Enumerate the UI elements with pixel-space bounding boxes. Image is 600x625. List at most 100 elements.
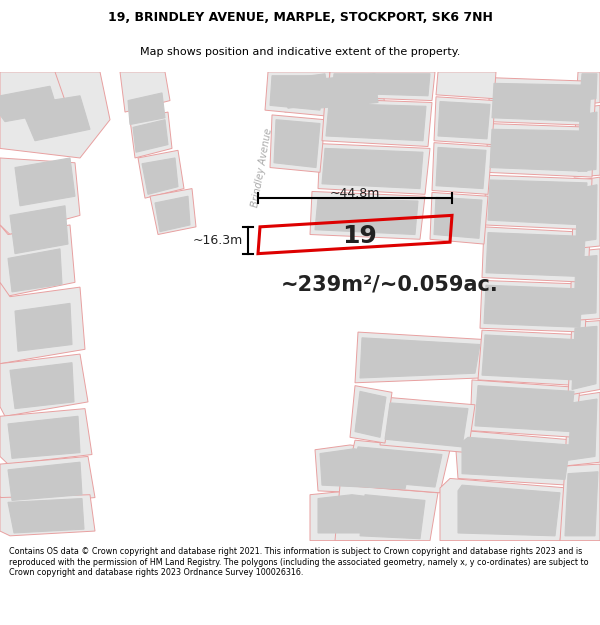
Polygon shape xyxy=(568,321,600,395)
Polygon shape xyxy=(265,72,330,116)
Polygon shape xyxy=(320,449,412,489)
Polygon shape xyxy=(440,479,568,541)
Polygon shape xyxy=(455,431,575,485)
Polygon shape xyxy=(345,440,450,493)
Polygon shape xyxy=(155,196,190,232)
Polygon shape xyxy=(322,99,432,146)
Polygon shape xyxy=(120,72,170,112)
Text: Brindley Avenue: Brindley Avenue xyxy=(250,127,274,208)
Polygon shape xyxy=(0,409,92,464)
Polygon shape xyxy=(270,115,325,172)
Polygon shape xyxy=(478,330,585,386)
Polygon shape xyxy=(568,399,597,460)
Polygon shape xyxy=(434,198,482,238)
Polygon shape xyxy=(430,192,488,244)
Polygon shape xyxy=(355,391,386,438)
Polygon shape xyxy=(328,72,435,101)
Text: ~44.8m: ~44.8m xyxy=(330,187,380,199)
Polygon shape xyxy=(578,112,597,171)
Polygon shape xyxy=(486,124,594,177)
Polygon shape xyxy=(574,256,597,315)
Text: 19, BRINDLEY AVENUE, MARPLE, STOCKPORT, SK6 7NH: 19, BRINDLEY AVENUE, MARPLE, STOCKPORT, … xyxy=(107,11,493,24)
Polygon shape xyxy=(580,74,597,101)
Polygon shape xyxy=(0,86,58,122)
Polygon shape xyxy=(15,303,72,351)
Text: Map shows position and indicative extent of the property.: Map shows position and indicative extent… xyxy=(140,47,460,57)
Polygon shape xyxy=(315,198,418,234)
Polygon shape xyxy=(332,74,430,96)
Polygon shape xyxy=(484,175,592,230)
Polygon shape xyxy=(335,485,438,541)
Text: ~16.3m: ~16.3m xyxy=(193,234,243,247)
Polygon shape xyxy=(570,249,600,321)
Polygon shape xyxy=(274,120,320,168)
Polygon shape xyxy=(490,129,589,171)
Polygon shape xyxy=(355,332,488,382)
Polygon shape xyxy=(310,72,385,112)
Polygon shape xyxy=(142,158,178,194)
Polygon shape xyxy=(10,206,68,254)
Polygon shape xyxy=(434,97,495,144)
Polygon shape xyxy=(138,151,184,198)
Polygon shape xyxy=(326,104,426,141)
Polygon shape xyxy=(360,338,480,378)
Polygon shape xyxy=(8,416,80,458)
Polygon shape xyxy=(380,397,475,452)
Polygon shape xyxy=(436,148,486,189)
Polygon shape xyxy=(482,335,578,380)
Polygon shape xyxy=(484,285,582,328)
Polygon shape xyxy=(282,74,330,108)
Polygon shape xyxy=(0,72,65,110)
Polygon shape xyxy=(270,76,323,110)
Polygon shape xyxy=(315,445,418,495)
Polygon shape xyxy=(475,386,574,432)
Polygon shape xyxy=(8,499,84,533)
Polygon shape xyxy=(318,144,430,194)
Polygon shape xyxy=(8,249,62,292)
Polygon shape xyxy=(436,72,496,99)
Polygon shape xyxy=(0,158,80,234)
Polygon shape xyxy=(458,485,560,536)
Polygon shape xyxy=(576,185,597,242)
Text: ~239m²/~0.059ac.: ~239m²/~0.059ac. xyxy=(281,274,499,294)
Polygon shape xyxy=(10,362,74,409)
Polygon shape xyxy=(133,120,168,152)
Polygon shape xyxy=(488,78,596,126)
Polygon shape xyxy=(322,148,423,189)
Polygon shape xyxy=(480,281,588,332)
Polygon shape xyxy=(128,93,165,124)
Polygon shape xyxy=(576,72,600,106)
Polygon shape xyxy=(360,495,425,539)
Polygon shape xyxy=(350,386,392,443)
Text: Contains OS data © Crown copyright and database right 2021. This information is : Contains OS data © Crown copyright and d… xyxy=(9,548,589,577)
Polygon shape xyxy=(150,189,196,234)
Polygon shape xyxy=(315,74,378,108)
Polygon shape xyxy=(0,354,88,416)
Polygon shape xyxy=(0,495,95,536)
Polygon shape xyxy=(350,447,442,487)
Polygon shape xyxy=(572,177,600,249)
Polygon shape xyxy=(565,392,600,466)
Polygon shape xyxy=(310,191,425,239)
Polygon shape xyxy=(8,462,82,501)
Polygon shape xyxy=(130,112,172,158)
Polygon shape xyxy=(385,403,468,447)
Polygon shape xyxy=(565,472,598,536)
Polygon shape xyxy=(470,380,580,438)
Polygon shape xyxy=(15,158,75,206)
Polygon shape xyxy=(462,438,570,479)
Polygon shape xyxy=(0,225,75,297)
Polygon shape xyxy=(0,456,95,504)
Text: 19: 19 xyxy=(343,224,377,248)
Polygon shape xyxy=(560,464,600,541)
Polygon shape xyxy=(278,72,338,112)
Polygon shape xyxy=(310,491,408,541)
Polygon shape xyxy=(482,227,590,282)
Polygon shape xyxy=(488,180,587,225)
Polygon shape xyxy=(438,101,490,139)
Polygon shape xyxy=(230,72,310,541)
Polygon shape xyxy=(432,142,492,194)
Polygon shape xyxy=(492,83,591,122)
Polygon shape xyxy=(486,232,585,277)
Polygon shape xyxy=(0,282,85,364)
